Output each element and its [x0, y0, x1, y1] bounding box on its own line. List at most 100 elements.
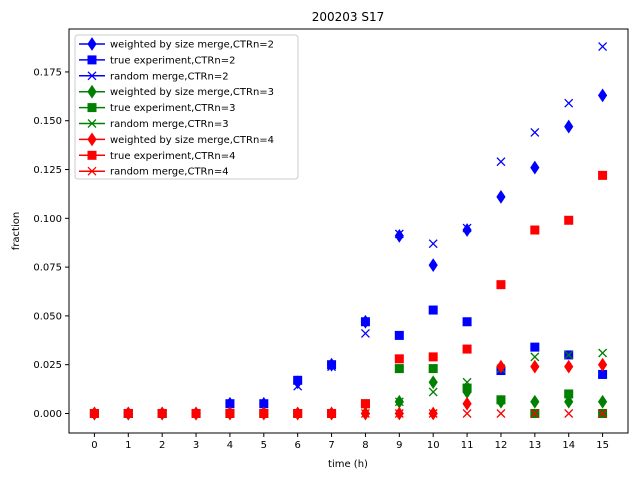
data-point — [462, 377, 472, 387]
y-tick-label: 0.100 — [33, 214, 62, 225]
data-point — [360, 317, 370, 327]
legend-label: true experiment,CTRn=4 — [110, 151, 235, 162]
data-point — [496, 409, 506, 418]
data-point — [598, 409, 608, 418]
data-point — [496, 280, 506, 290]
legend-label: random merge,CTRn=2 — [110, 71, 229, 82]
legend-item: true experiment,CTRn=2 — [79, 55, 235, 66]
data-point — [394, 354, 404, 364]
data-point — [293, 381, 303, 391]
legend-label: weighted by size merge,CTRn=3 — [110, 87, 274, 98]
data-point — [428, 364, 438, 374]
legend-item: weighted by size merge,CTRn=2 — [79, 37, 274, 51]
legend-item: weighted by size merge,CTRn=4 — [79, 132, 274, 147]
data-point — [496, 189, 506, 204]
data-point — [293, 375, 303, 385]
plot-area — [89, 42, 608, 421]
x-tick-label: 1 — [125, 440, 131, 451]
legend: weighted by size merge,CTRn=2 true experi… — [74, 34, 299, 180]
y-tick-label: 0.175 — [33, 67, 62, 78]
data-point — [564, 119, 574, 134]
legend-item: random merge,CTRn=3 — [79, 119, 229, 130]
data-point — [530, 352, 540, 362]
series-9 — [89, 409, 608, 418]
data-point — [530, 342, 540, 352]
data-point — [360, 409, 370, 418]
legend-marker — [87, 132, 97, 147]
legend-marker — [87, 84, 97, 99]
x-tick-label: 10 — [427, 440, 440, 451]
data-point — [530, 225, 540, 235]
data-point — [394, 409, 404, 418]
data-point — [496, 359, 506, 374]
data-point — [530, 394, 540, 409]
data-point — [394, 229, 404, 239]
legend-label: true experiment,CTRn=3 — [110, 103, 235, 114]
x-tick-label: 5 — [261, 440, 267, 451]
data-point — [564, 394, 574, 409]
data-point — [598, 170, 608, 180]
data-point — [89, 409, 99, 418]
y-tick-label: 0.050 — [33, 311, 62, 322]
x-tick-label: 14 — [562, 440, 575, 451]
y-tick-label: 0.000 — [33, 409, 62, 420]
data-point — [530, 359, 540, 374]
x-axis: 0 1 2 3 4 5 6 7 8 9 10 11 12 13 14 15 — [91, 433, 609, 451]
legend-marker — [87, 37, 97, 51]
data-point — [564, 389, 574, 399]
x-axis-label: time (h) — [328, 459, 368, 470]
data-point — [428, 239, 438, 249]
data-point — [462, 383, 472, 393]
data-point — [462, 223, 472, 237]
data-point — [428, 352, 438, 362]
data-point — [394, 228, 404, 243]
legend-marker — [87, 150, 97, 160]
data-point — [462, 344, 472, 354]
data-point — [394, 364, 404, 374]
x-tick-label: 0 — [91, 440, 97, 451]
data-point — [428, 387, 438, 397]
data-point — [598, 369, 608, 379]
data-point — [428, 305, 438, 315]
x-tick-label: 6 — [294, 440, 300, 451]
y-tick-label: 0.150 — [33, 116, 62, 127]
y-axis: 0.000 0.025 0.050 0.075 0.100 0.125 0.150 0.175 — [33, 67, 69, 420]
data-point — [428, 409, 438, 418]
data-point — [327, 360, 337, 370]
legend-item: true experiment,CTRn=4 — [79, 150, 235, 162]
data-point — [564, 359, 574, 374]
data-point — [123, 409, 133, 418]
data-point — [496, 395, 506, 405]
y-tick-label: 0.125 — [33, 165, 62, 176]
data-point — [191, 409, 201, 418]
data-point — [259, 409, 269, 418]
x-tick-label: 3 — [193, 440, 199, 451]
data-point — [564, 409, 574, 418]
y-axis-label: fraction — [11, 212, 22, 250]
y-tick-label: 0.075 — [33, 263, 62, 274]
data-point — [360, 399, 370, 409]
data-point — [293, 409, 303, 418]
legend-label: random merge,CTRn=3 — [110, 119, 229, 130]
x-tick-label: 9 — [396, 440, 402, 451]
x-tick-label: 7 — [328, 440, 334, 451]
data-point — [394, 330, 404, 340]
data-point — [598, 42, 608, 52]
data-point — [462, 317, 472, 327]
x-tick-label: 15 — [596, 440, 609, 451]
chart-title: 200203 S17 — [312, 10, 385, 24]
legend-box — [74, 34, 299, 180]
legend-label: true experiment,CTRn=2 — [110, 55, 235, 66]
x-tick-label: 11 — [461, 440, 474, 451]
data-point — [598, 348, 608, 358]
legend-item: random merge,CTRn=4 — [79, 167, 229, 178]
data-point — [564, 98, 574, 108]
legend-item: true experiment,CTRn=3 — [79, 103, 235, 114]
data-point — [259, 399, 269, 409]
data-point — [360, 329, 370, 338]
data-point — [327, 409, 337, 418]
y-tick-label: 0.025 — [33, 360, 62, 371]
data-point — [327, 362, 337, 372]
data-point — [530, 127, 540, 137]
